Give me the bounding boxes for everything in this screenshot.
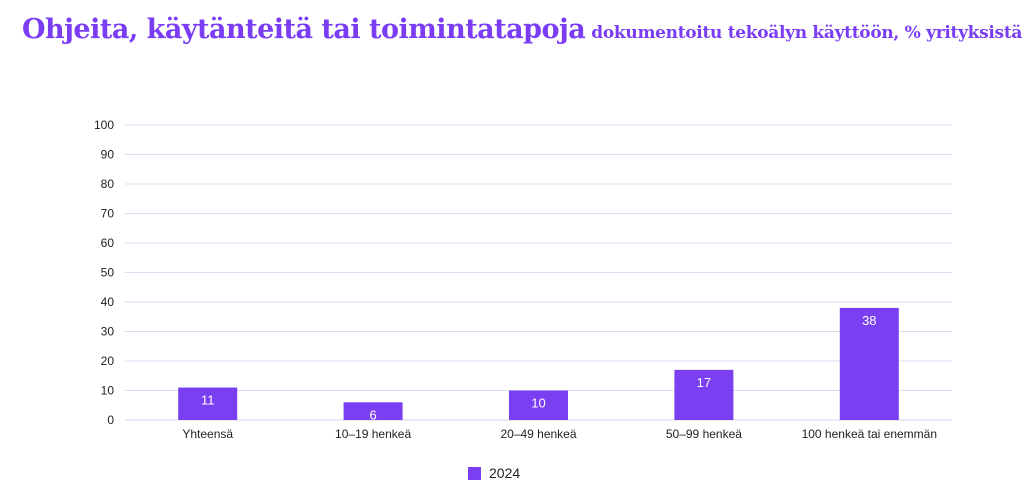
y-tick-label: 20: [101, 354, 115, 368]
legend-swatch: [468, 466, 481, 480]
y-tick-label: 30: [101, 325, 115, 339]
y-tick-label: 40: [101, 295, 115, 309]
y-tick-label: 90: [101, 148, 115, 162]
y-tick-label: 10: [101, 384, 115, 398]
x-category-label: 20–49 henkeä: [500, 427, 576, 441]
data-label: 11: [201, 393, 215, 408]
y-tick-label: 100: [94, 118, 114, 132]
x-category-label: Yhteensä: [182, 427, 233, 441]
data-label: 6: [369, 407, 376, 422]
y-tick-label: 80: [101, 177, 115, 191]
legend-label: 2024: [489, 465, 521, 481]
x-category-label: 10–19 henkeä: [335, 427, 411, 441]
y-tick-label: 50: [101, 266, 115, 280]
data-label: 38: [862, 313, 876, 328]
y-tick-label: 70: [101, 207, 115, 221]
chart-title-subtitle: dokumentoitu tekoälyn käyttöön, % yrityk…: [591, 23, 1023, 43]
y-axis-ticks: 0 10 20 30 40 50 60 70 80 90 100: [94, 118, 114, 427]
bar: [674, 369, 734, 420]
bar: [509, 390, 568, 420]
x-axis-labels: Yhteensä 10–19 henkeä 20–49 henkeä 50–99 he…: [182, 427, 937, 441]
bar: [178, 387, 238, 420]
bar: [839, 307, 899, 420]
x-category-label: 100 henkeä tai enemmän: [802, 427, 937, 441]
data-label: 10: [531, 396, 545, 411]
chart-title: Ohjeita, käytänteitä tai toimintatapoja d…: [22, 14, 1022, 45]
bar: [343, 402, 403, 420]
x-category-label: 50–99 henkeä: [666, 427, 742, 441]
y-tick-label: 0: [107, 413, 114, 427]
legend: 2024: [468, 465, 520, 481]
data-label: 17: [697, 375, 711, 390]
y-tick-label: 60: [101, 236, 115, 250]
data-labels: 11 6 10 17 38: [201, 313, 877, 422]
chart-title-main: Ohjeita, käytänteitä tai toimintatapoja: [22, 14, 586, 45]
grid-lines: [125, 124, 952, 421]
bars: [178, 307, 899, 420]
